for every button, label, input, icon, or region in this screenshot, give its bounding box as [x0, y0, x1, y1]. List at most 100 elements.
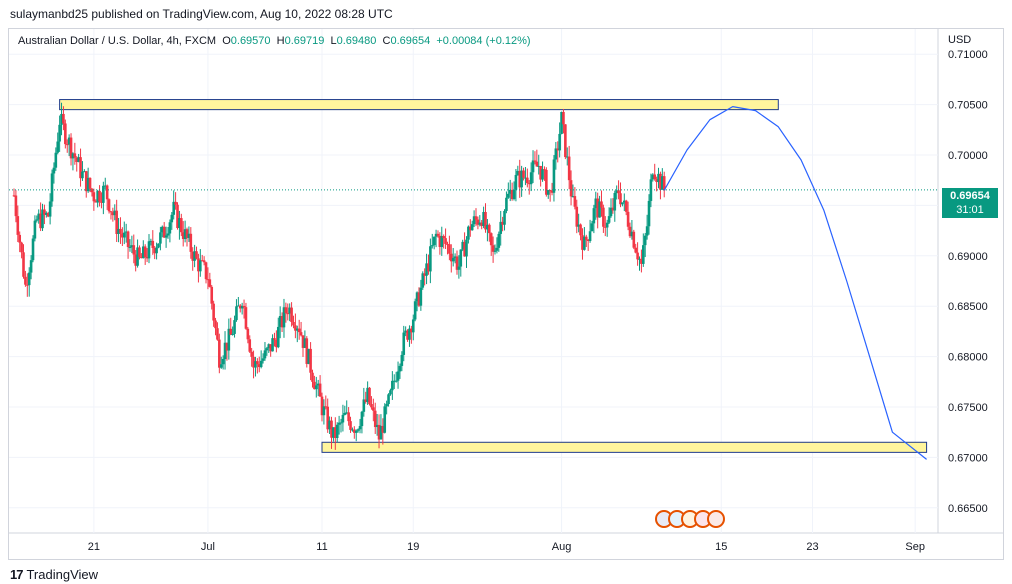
candle-body	[282, 307, 286, 328]
candle-body	[649, 179, 653, 201]
candle-body	[297, 328, 301, 333]
candle-body	[14, 195, 18, 217]
candle-body	[526, 177, 529, 184]
candle-body	[421, 273, 425, 288]
candle-body	[354, 430, 358, 433]
candle-body	[206, 279, 210, 281]
candle-body	[497, 233, 501, 248]
high-value: 0.69719	[284, 35, 325, 47]
candle-body	[628, 226, 632, 237]
low-value: 0.69480	[336, 35, 377, 47]
ca-flag-icon	[707, 510, 725, 528]
candle-body	[516, 170, 520, 175]
candle-body	[191, 251, 195, 261]
candle-body	[565, 156, 569, 158]
candle-body	[58, 124, 61, 142]
candle-body	[195, 251, 198, 259]
candle-body	[653, 174, 657, 180]
candle-body	[657, 173, 660, 183]
candle-body	[81, 171, 84, 179]
candle-body	[26, 284, 29, 286]
candle-body	[79, 157, 82, 179]
candle-body	[427, 263, 430, 272]
candle-body	[197, 258, 200, 272]
x-tick-label: Jul	[201, 541, 215, 553]
candle-body	[295, 328, 299, 331]
candle-body	[233, 320, 236, 334]
candle-body	[507, 193, 510, 198]
candle-body	[65, 144, 69, 146]
candle-body	[314, 385, 318, 390]
candle-body	[560, 111, 563, 134]
candle-body	[341, 414, 345, 423]
candle-body	[345, 412, 349, 414]
candles-group	[12, 102, 666, 450]
candle-body	[168, 222, 172, 234]
candle-body	[67, 137, 71, 145]
candle-body	[218, 339, 221, 368]
candle-body	[446, 243, 449, 245]
candle-body	[423, 273, 426, 276]
candle-body	[602, 207, 605, 227]
candle-body	[86, 177, 90, 192]
candle-body	[634, 247, 638, 253]
candle-body	[136, 247, 139, 266]
candle-body	[113, 210, 117, 216]
candle-body	[50, 173, 54, 202]
candle-body	[432, 236, 436, 246]
candle-body	[486, 224, 489, 230]
candle-body	[311, 372, 314, 382]
candle-body	[111, 212, 115, 216]
candle-body	[410, 328, 413, 333]
candle-body	[309, 348, 312, 373]
candle-body	[328, 420, 331, 430]
candle-body	[543, 169, 546, 171]
symbol-legend: Australian Dollar / U.S. Dollar, 4h, FXC…	[18, 35, 531, 47]
y-tick-label: 0.70500	[948, 100, 988, 112]
candle-body	[12, 195, 16, 197]
candle-body	[261, 358, 265, 361]
candle-body	[571, 196, 575, 198]
candle-body	[229, 328, 233, 335]
candle-body	[579, 224, 582, 236]
candle-body	[88, 177, 92, 189]
candle-body	[290, 307, 293, 322]
footer-brand[interactable]: 17 TradingView	[10, 567, 98, 582]
candle-body	[174, 201, 177, 205]
candle-body	[43, 209, 46, 215]
current-price: 0.69654	[950, 190, 990, 202]
candle-body	[520, 170, 523, 188]
candle-body	[501, 221, 504, 225]
x-tick-label: 15	[715, 541, 727, 553]
candle-body	[567, 156, 571, 181]
candle-body	[301, 335, 305, 348]
candle-body	[584, 236, 588, 240]
candle-body	[512, 189, 516, 200]
candle-body	[406, 330, 409, 340]
candle-body	[332, 427, 335, 438]
candle-body	[284, 307, 288, 314]
candle-body	[18, 234, 22, 243]
candle-body	[214, 320, 217, 329]
candle-body	[183, 229, 187, 239]
candle-body	[358, 426, 362, 430]
candle-body	[280, 316, 284, 328]
candle-body	[107, 199, 111, 212]
candle-body	[398, 365, 402, 372]
candle-body	[313, 381, 316, 390]
candle-body	[98, 190, 101, 202]
candle-body	[294, 325, 297, 331]
candle-body	[539, 165, 542, 180]
candle-body	[615, 190, 618, 193]
bar-countdown: 31:01	[956, 204, 984, 216]
candle-body	[132, 245, 136, 255]
candle-body	[392, 380, 396, 382]
candle-body	[396, 371, 400, 381]
candle-body	[554, 148, 558, 160]
candle-body	[434, 233, 438, 237]
candle-body	[181, 232, 185, 239]
low-label: L	[330, 35, 337, 47]
candle-body	[438, 235, 442, 247]
candle-body	[624, 200, 628, 212]
